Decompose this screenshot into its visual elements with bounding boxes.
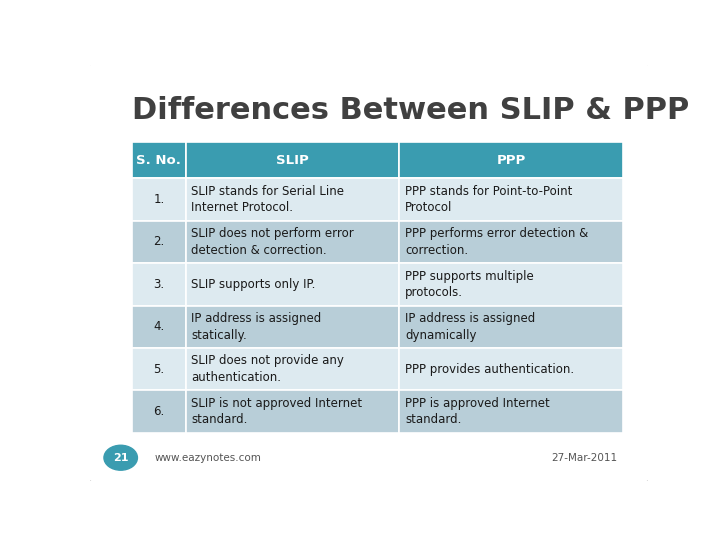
- Text: 4.: 4.: [153, 320, 164, 333]
- Text: PPP is approved Internet
standard.: PPP is approved Internet standard.: [405, 397, 550, 426]
- Text: Differences Between SLIP & PPP: Differences Between SLIP & PPP: [132, 96, 689, 125]
- Text: SLIP stands for Serial Line
Internet Protocol.: SLIP stands for Serial Line Internet Pro…: [192, 185, 344, 214]
- Bar: [400, 178, 623, 221]
- Text: SLIP does not perform error
detection & correction.: SLIP does not perform error detection & …: [192, 227, 354, 256]
- Text: IP address is assigned
statically.: IP address is assigned statically.: [192, 312, 322, 341]
- Text: IP address is assigned
dynamically: IP address is assigned dynamically: [405, 312, 535, 341]
- Bar: [400, 306, 623, 348]
- Text: PPP supports multiple
protocols.: PPP supports multiple protocols.: [405, 269, 534, 299]
- Bar: [132, 178, 186, 221]
- Text: 3.: 3.: [153, 278, 164, 291]
- Text: www.eazynotes.com: www.eazynotes.com: [154, 453, 261, 463]
- Text: 1.: 1.: [153, 193, 164, 206]
- Bar: [132, 221, 186, 263]
- Text: 27-Mar-2011: 27-Mar-2011: [552, 453, 617, 463]
- Text: PPP performs error detection &
correction.: PPP performs error detection & correctio…: [405, 227, 588, 256]
- Text: SLIP: SLIP: [276, 153, 309, 166]
- Bar: [132, 141, 186, 178]
- Bar: [186, 141, 400, 178]
- Bar: [132, 348, 186, 390]
- Bar: [186, 390, 400, 433]
- Bar: [186, 263, 400, 306]
- Text: 5.: 5.: [153, 363, 164, 376]
- Bar: [186, 221, 400, 263]
- Bar: [132, 263, 186, 306]
- Text: SLIP supports only IP.: SLIP supports only IP.: [192, 278, 316, 291]
- Text: 6.: 6.: [153, 405, 164, 418]
- Bar: [132, 390, 186, 433]
- Circle shape: [104, 446, 138, 470]
- Bar: [400, 390, 623, 433]
- FancyBboxPatch shape: [87, 63, 651, 483]
- Text: SLIP does not provide any
authentication.: SLIP does not provide any authentication…: [192, 354, 344, 384]
- Text: PPP provides authentication.: PPP provides authentication.: [405, 363, 574, 376]
- Bar: [400, 221, 623, 263]
- Text: SLIP is not approved Internet
standard.: SLIP is not approved Internet standard.: [192, 397, 363, 426]
- Bar: [186, 348, 400, 390]
- Text: 21: 21: [113, 453, 128, 463]
- Text: 2.: 2.: [153, 235, 164, 248]
- Text: S. No.: S. No.: [136, 153, 181, 166]
- Text: PPP: PPP: [497, 153, 526, 166]
- Bar: [400, 263, 623, 306]
- Bar: [186, 178, 400, 221]
- Text: PPP stands for Point-to-Point
Protocol: PPP stands for Point-to-Point Protocol: [405, 185, 572, 214]
- Bar: [400, 141, 623, 178]
- Bar: [132, 306, 186, 348]
- Bar: [400, 348, 623, 390]
- Bar: [186, 306, 400, 348]
